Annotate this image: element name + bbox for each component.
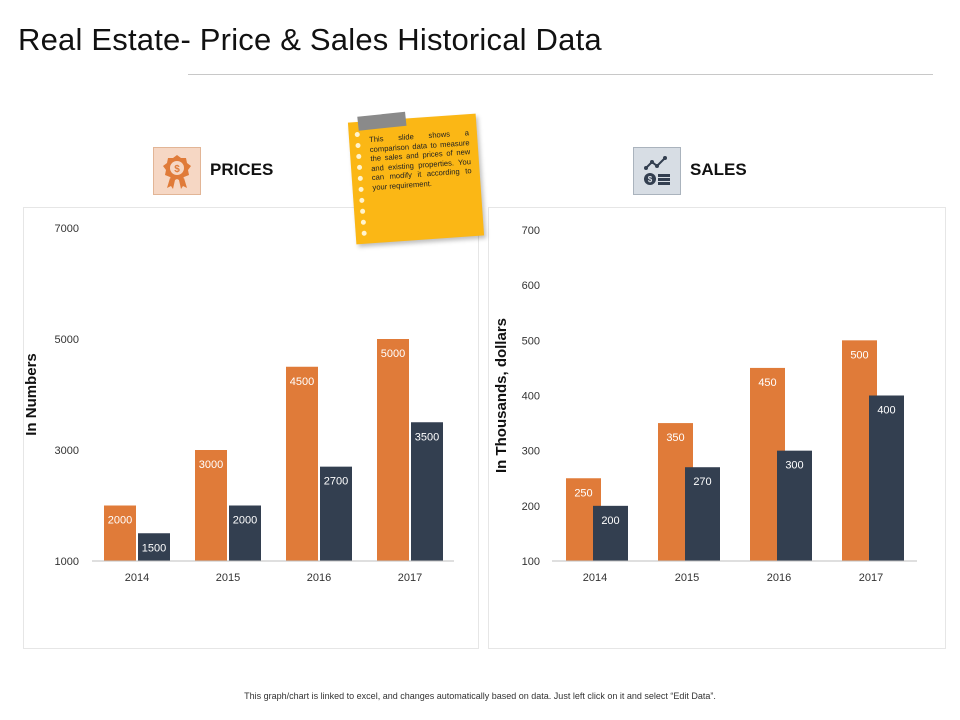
sales-ytick-label: 500	[522, 335, 540, 347]
prices-ytick-label: 1000	[55, 556, 79, 568]
note-tape	[357, 111, 407, 131]
sales-xtick-label: 2015	[675, 572, 699, 584]
sales-xtick-label: 2014	[583, 572, 607, 584]
sales-data-label: 270	[693, 476, 711, 488]
sales-bar-2015-series-2	[685, 467, 720, 561]
sales-data-label: 450	[758, 377, 776, 389]
prices-chart: 1000 3000 5000 7000 In Numbers 2000 1500 2014 30…	[23, 223, 454, 584]
prices-data-label: 2000	[233, 515, 257, 527]
prices-bar-2015-series-2	[229, 505, 261, 561]
prices-data-label: 3500	[415, 431, 439, 443]
prices-ytick-label: 3000	[55, 445, 79, 457]
prices-icon-box: $	[153, 147, 201, 195]
sales-icon-box: $	[633, 147, 681, 195]
prices-data-label: 5000	[381, 348, 405, 360]
sales-ytick-label: 700	[522, 225, 540, 237]
note-text: This slide shows a comparison data to me…	[368, 128, 472, 193]
sales-ytick-label: 300	[522, 446, 540, 458]
dollar-badge-icon: $	[163, 155, 191, 189]
prices-data-label: 2700	[324, 476, 348, 488]
prices-data-label: 1500	[142, 542, 166, 554]
sales-data-label: 500	[850, 349, 868, 361]
sales-data-label: 200	[601, 515, 619, 527]
sales-ytick-label: 100	[522, 556, 540, 568]
sales-data-label: 250	[574, 487, 592, 499]
prices-y-axis-title: In Numbers	[24, 353, 40, 436]
svg-text:$: $	[648, 175, 653, 184]
sticky-note: This slide shows a comparison data to me…	[347, 111, 485, 245]
sales-ytick-label: 600	[522, 280, 540, 292]
title-divider	[188, 74, 933, 75]
footer-note: This graph/chart is linked to excel, and…	[244, 691, 716, 701]
sales-data-label: 350	[666, 432, 684, 444]
note-binding-dots	[354, 131, 369, 242]
prices-xtick-label: 2015	[216, 572, 240, 584]
prices-data-label: 3000	[199, 459, 223, 471]
prices-bar-2014-series-2	[138, 533, 170, 561]
prices-bar-2016-series-1	[286, 366, 318, 561]
sales-y-axis-title: In Thousands, dollars	[493, 318, 510, 473]
prices-bar-2014-series-1	[104, 505, 136, 561]
prices-xtick-label: 2017	[398, 572, 422, 584]
prices-xtick-label: 2014	[125, 572, 149, 584]
prices-bar-2016-series-2	[320, 466, 352, 561]
sales-xtick-label: 2016	[767, 572, 791, 584]
prices-xtick-label: 2016	[307, 572, 331, 584]
prices-bar-2017-series-1	[377, 339, 409, 561]
money-growth-chart-icon: $	[644, 156, 670, 185]
prices-ytick-label: 7000	[55, 223, 79, 235]
sales-chart-panel: 100 200 300 400 500 600 700 In Thousands, dolla…	[488, 207, 946, 649]
sales-bar-2014-series-2	[593, 505, 628, 561]
sales-ytick-label: 200	[522, 501, 540, 513]
sales-chart: 100 200 300 400 500 600 700 In Thousands, dolla…	[493, 225, 917, 584]
page-title: Real Estate- Price & Sales Historical Da…	[18, 22, 602, 57]
prices-bar-2015-series-1	[195, 450, 227, 561]
svg-text:$: $	[174, 164, 180, 175]
prices-label: PRICES	[210, 160, 274, 179]
sales-ytick-label: 400	[522, 391, 540, 403]
prices-data-label: 2000	[108, 515, 132, 527]
sales-xtick-label: 2017	[859, 572, 883, 584]
prices-data-label: 4500	[290, 376, 314, 388]
prices-chart-panel: 1000 3000 5000 7000 In Numbers 2000 1500 2014 30…	[23, 207, 479, 649]
sales-bar-2017-series-2	[869, 395, 904, 561]
prices-ytick-label: 5000	[55, 334, 79, 346]
sales-data-label: 300	[785, 460, 803, 472]
sales-label: SALES	[690, 160, 747, 179]
prices-bar-2017-series-2	[411, 422, 443, 561]
sales-bar-2016-series-2	[777, 450, 812, 561]
sales-data-label: 400	[877, 405, 895, 417]
